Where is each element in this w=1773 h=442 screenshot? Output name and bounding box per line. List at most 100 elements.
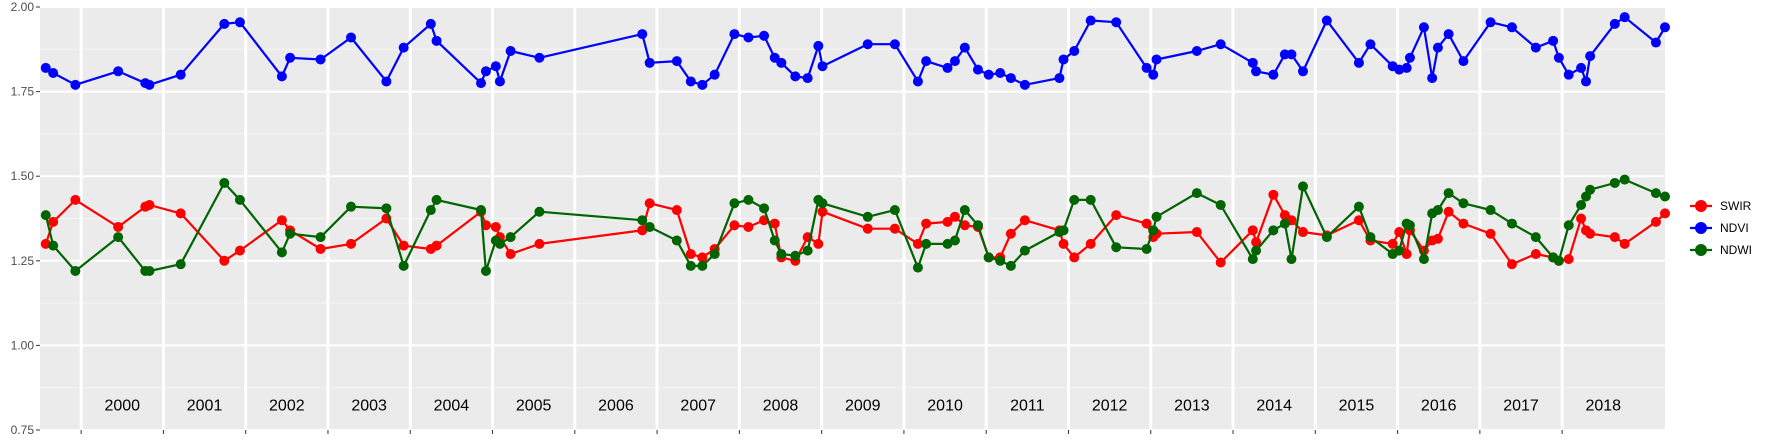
ndvi-point (1581, 76, 1592, 87)
swir-point (1247, 225, 1258, 236)
swir-point (1506, 259, 1517, 270)
ndwi-point (697, 260, 708, 271)
ndvi-point (817, 61, 828, 72)
grid-lines (40, 6, 1665, 431)
ndwi-point (1251, 245, 1262, 256)
swir-point (534, 238, 545, 249)
ndwi-point (685, 260, 696, 271)
swir-point (175, 208, 186, 219)
ndwi-point (644, 221, 655, 232)
ndvi-point (276, 71, 287, 82)
ndvi-point (889, 39, 900, 50)
swir-point (1005, 228, 1016, 239)
swir-point (48, 216, 59, 227)
swir-point (1251, 237, 1262, 248)
ndwi-point (1141, 243, 1152, 254)
legend-label: NDWI (1720, 243, 1752, 257)
ndwi-point (1650, 188, 1661, 199)
swir-point (1485, 228, 1496, 239)
ndwi-point (817, 198, 828, 209)
year-label: 2003 (351, 398, 387, 415)
y-tick-label: 1.50 (11, 169, 35, 183)
swir-point (398, 240, 409, 251)
swir-point (1650, 216, 1661, 227)
year-label: 2013 (1174, 398, 1210, 415)
ndwi-point (70, 265, 81, 276)
ndwi-point (494, 238, 505, 249)
ndvi-point (685, 76, 696, 87)
ndwi-point (276, 247, 287, 258)
ndwi-point (1485, 205, 1496, 216)
ndwi-point (1585, 184, 1596, 195)
ndvi-point (802, 73, 813, 84)
ndvi-point (219, 18, 230, 29)
ndwi-point (534, 206, 545, 217)
ndvi-point (759, 30, 770, 41)
ndwi-point (1058, 225, 1069, 236)
legend-label: SWIR (1720, 199, 1752, 213)
ndwi-point (671, 235, 682, 246)
ndvi-point (398, 42, 409, 53)
ndvi-point (697, 79, 708, 90)
swir-point (1458, 218, 1469, 229)
ndvi-point (743, 32, 754, 43)
ndwi-point (1151, 211, 1162, 222)
swir-point (743, 221, 754, 232)
series-layer (40, 12, 1670, 276)
ndvi-point (1485, 17, 1496, 28)
ndvi-point (431, 35, 442, 46)
ndvi-point (381, 76, 392, 87)
ndwi-point (1553, 255, 1564, 266)
swir-point (1619, 238, 1630, 249)
ndvi-point (1321, 15, 1332, 26)
swir-point (144, 199, 155, 210)
ndwi-point (921, 238, 932, 249)
ndwi-point (425, 205, 436, 216)
ndwi-point (381, 203, 392, 214)
year-label: 2008 (763, 398, 799, 415)
year-label: 2011 (1010, 398, 1045, 415)
ndvi-point (1297, 66, 1308, 77)
swir-point (1141, 218, 1152, 229)
ndvi-point (790, 71, 801, 82)
ndwi-point (1279, 218, 1290, 229)
ndwi-point (776, 249, 787, 260)
ndwi-point (1418, 254, 1429, 265)
year-label: 2002 (269, 398, 305, 415)
year-label: 2015 (1339, 398, 1375, 415)
ndwi-point (1111, 242, 1122, 253)
ndwi-point (1085, 194, 1096, 205)
ndwi-point (1297, 181, 1308, 192)
swir-point (315, 243, 326, 254)
ndvi-point (942, 62, 953, 73)
ndvi-point (1286, 49, 1297, 60)
ndwi-point (889, 205, 900, 216)
ndvi-point (1553, 52, 1564, 63)
ndvi-point (70, 79, 81, 90)
ndwi-point (1443, 188, 1454, 199)
y-axis: 0.75 1.00 1.25 1.50 1.75 2.00 (11, 0, 40, 437)
x-axis (80, 430, 1563, 434)
swir-point (1085, 238, 1096, 249)
ndvi-point (494, 76, 505, 87)
ndvi-point (1148, 69, 1159, 80)
ndwi-point (398, 260, 409, 271)
ndvi-point (644, 57, 655, 68)
ndwi-point (144, 265, 155, 276)
swir-point (921, 218, 932, 229)
ndvi-point (1418, 22, 1429, 33)
swir-point (1215, 257, 1226, 268)
ndwi-point (995, 255, 1006, 266)
swir-point (1353, 215, 1364, 226)
ndwi-point (1353, 201, 1364, 212)
ndvi-point (490, 61, 501, 72)
swir-point (862, 223, 873, 234)
ndwi-point (40, 210, 51, 221)
ndwi-point (1404, 220, 1415, 231)
ndvi-point (813, 40, 824, 51)
ndvi-point (1563, 69, 1574, 80)
ndwi-point (1321, 232, 1332, 243)
ndwi-point (234, 194, 245, 205)
swir-point (1111, 210, 1122, 221)
ndvi-point (1506, 22, 1517, 33)
